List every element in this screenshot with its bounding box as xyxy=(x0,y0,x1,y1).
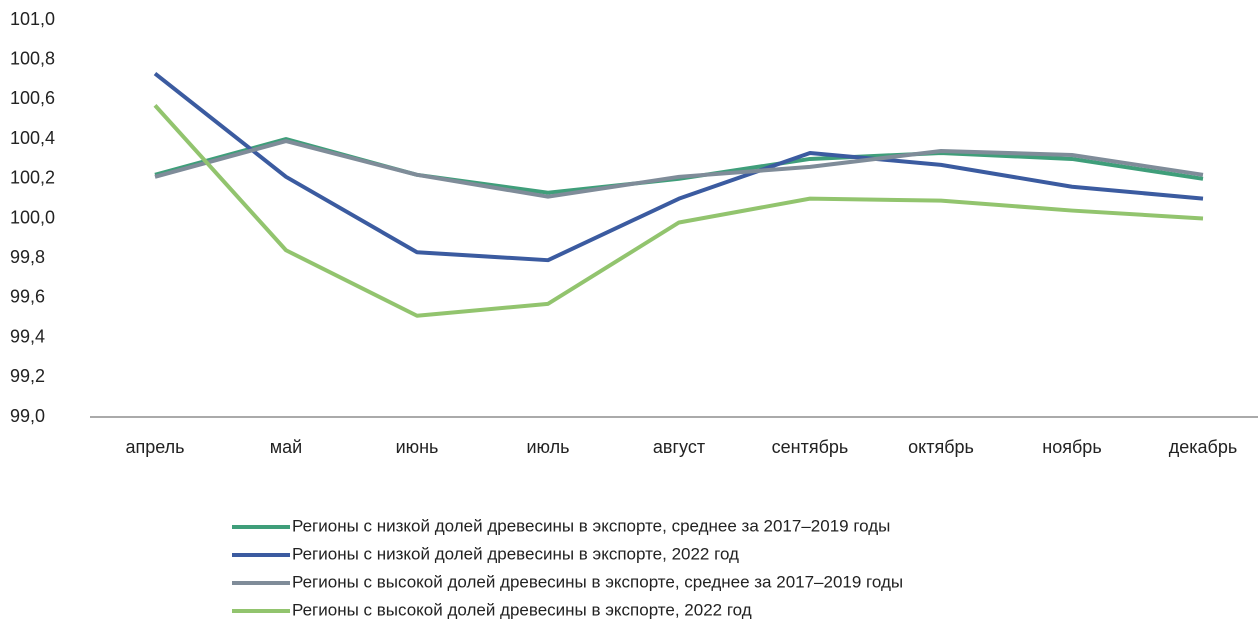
legend-label: Регионы с высокой долей древесины в эксп… xyxy=(292,572,903,591)
y-tick-label: 99,6 xyxy=(10,287,45,307)
legend-label: Регионы с низкой долей древесины в экспо… xyxy=(292,516,890,535)
x-tick-label: июнь xyxy=(396,437,439,457)
legend-label: Регионы с высокой долей древесины в эксп… xyxy=(292,600,752,619)
y-tick-label: 101,0 xyxy=(10,9,55,29)
y-tick-label: 100,0 xyxy=(10,207,55,227)
y-tick-label: 100,4 xyxy=(10,128,55,148)
series-line xyxy=(153,104,1204,318)
y-tick-label: 100,2 xyxy=(10,168,55,188)
x-tick-label: апрель xyxy=(125,437,184,457)
x-tick-label: май xyxy=(270,437,302,457)
y-tick-label: 99,4 xyxy=(10,326,45,346)
x-tick-label: октябрь xyxy=(908,437,974,457)
x-tick-label: июль xyxy=(526,437,569,457)
x-tick-label: декабрь xyxy=(1169,437,1238,457)
legend-label: Регионы с низкой долей древесины в экспо… xyxy=(292,544,739,563)
legend: Регионы с низкой долей древесины в экспо… xyxy=(232,516,903,619)
x-tick-label: сентябрь xyxy=(772,437,849,457)
series-line xyxy=(154,139,1204,199)
x-tick-label: август xyxy=(653,437,705,457)
y-tick-label: 99,2 xyxy=(10,366,45,386)
y-tick-label: 100,6 xyxy=(10,88,55,108)
x-tick-label: ноябрь xyxy=(1042,437,1101,457)
series-line xyxy=(153,72,1204,263)
y-tick-label: 99,8 xyxy=(10,247,45,267)
y-tick-label: 99,0 xyxy=(10,406,45,426)
y-tick-label: 100,8 xyxy=(10,48,55,68)
